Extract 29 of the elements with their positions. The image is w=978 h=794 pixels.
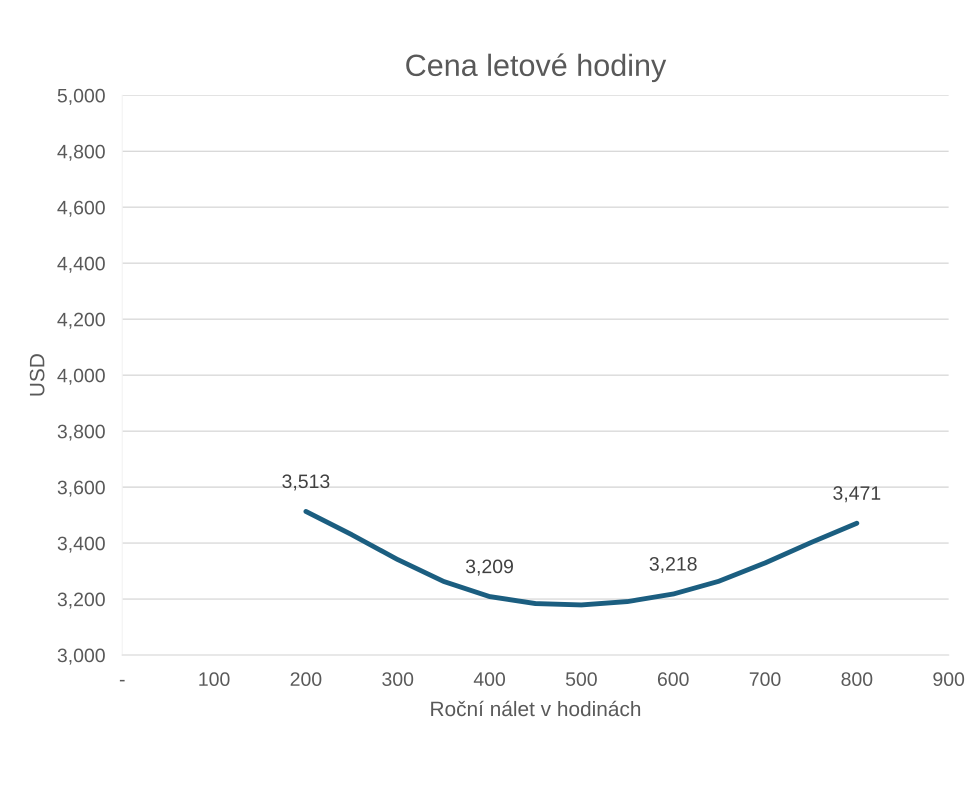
x-tick-label: 600 xyxy=(658,672,689,686)
y-tick-label: 3,000 xyxy=(58,648,105,665)
data-label: 3,471 xyxy=(833,486,880,502)
x-tick-label: 200 xyxy=(290,672,322,686)
y-tick-label: 4,800 xyxy=(57,144,105,161)
line-series xyxy=(303,509,860,608)
x-tick-label: - xyxy=(120,680,125,682)
data-label: 3,513 xyxy=(282,474,330,490)
x-tick-label: 300 xyxy=(382,672,414,686)
y-tick-label: 4,200 xyxy=(57,312,105,329)
y-tick-label: 3,800 xyxy=(58,424,105,441)
y-tick-label: 3,600 xyxy=(58,480,105,497)
chart-title: Cena letové hodiny xyxy=(406,53,666,82)
x-tick-label: 800 xyxy=(841,672,872,686)
data-label: 3,218 xyxy=(650,556,697,574)
y-tick-label: 4,000 xyxy=(57,368,105,385)
y-axis-title: USD xyxy=(30,354,44,396)
y-tick-label: 4,400 xyxy=(57,256,105,273)
x-tick-label: 400 xyxy=(474,672,506,686)
x-tick-label: 900 xyxy=(933,672,964,686)
y-tick-label: 3,200 xyxy=(58,592,105,609)
x-tick-label: 700 xyxy=(750,672,780,686)
data-label: 3,209 xyxy=(466,559,513,576)
x-tick-label: 500 xyxy=(566,672,597,686)
y-tick-label: 4,600 xyxy=(57,200,105,217)
x-tick-label: 100 xyxy=(199,672,230,686)
y-tick-label: 5,000 xyxy=(58,88,105,105)
y-tick-label: 3,400 xyxy=(58,536,105,553)
x-axis-title: Roční nálet v hodinách xyxy=(431,700,640,716)
